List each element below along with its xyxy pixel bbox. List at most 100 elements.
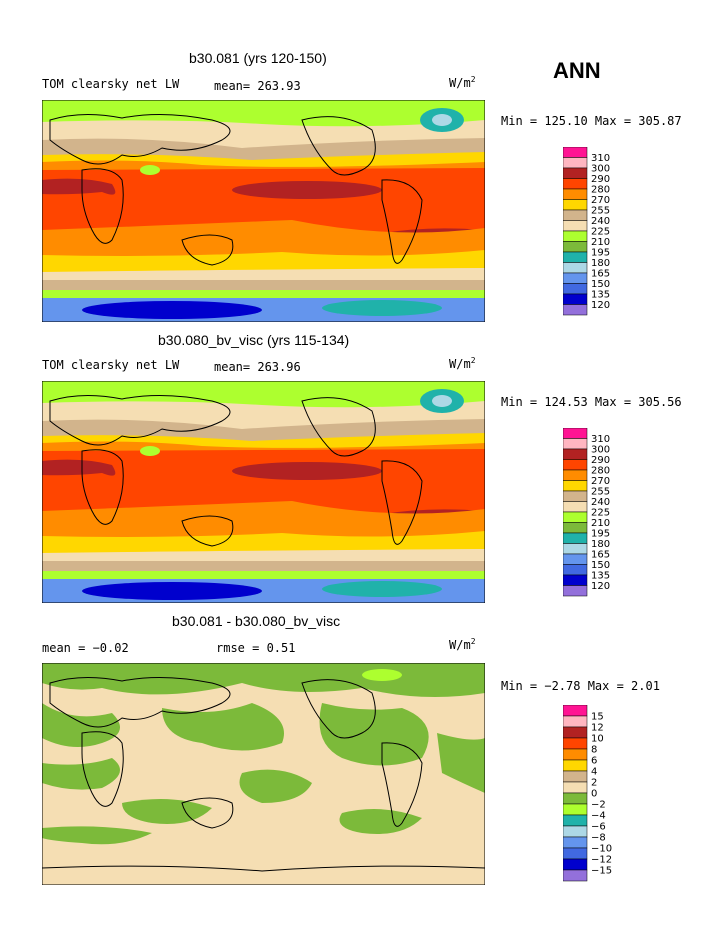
colorbar-swatch	[562, 704, 588, 717]
colorbar-tick-label: −12	[591, 855, 612, 866]
colorbar-tick-label: 180	[591, 258, 610, 269]
colorbar-swatch	[562, 251, 588, 263]
panel-2-mean-label: mean= 263.96	[214, 360, 301, 374]
colorbar-swatch	[562, 814, 588, 827]
panel-3-map	[42, 663, 485, 885]
colorbar-tick-label: 225	[591, 227, 610, 238]
colorbar-swatch	[562, 146, 588, 158]
panel-3-mean-label: mean = −0.02	[42, 641, 129, 655]
colorbar-swatch	[562, 304, 588, 316]
panel-1-colorbar: 310 300 290 280 270 255 240 225 210 195 180 165 150 1…	[562, 146, 633, 324]
colorbar-swatch	[562, 564, 588, 576]
colorbar-swatch	[562, 272, 588, 284]
colorbar-swatch	[562, 167, 588, 179]
panel-1-minmax: Min = 125.10 Max = 305.87	[501, 114, 682, 128]
colorbar-tick-label: 10	[591, 734, 604, 745]
panel-2-minmax: Min = 124.53 Max = 305.56	[501, 395, 682, 409]
colorbar-tick-label: 270	[591, 195, 610, 206]
colorbar-swatch	[562, 469, 588, 481]
colorbar-tick-label: −15	[591, 866, 612, 877]
colorbar-tick-label: 180	[591, 539, 610, 550]
colorbar-tick-label: 135	[591, 290, 610, 301]
colorbar-tick-label: 210	[591, 518, 610, 529]
colorbar-swatch	[562, 759, 588, 772]
colorbar-tick-label: 300	[591, 164, 610, 175]
colorbar-swatch	[562, 858, 588, 871]
colorbar-tick-label: 0	[591, 789, 597, 800]
colorbar-tick-label: 255	[591, 487, 610, 498]
colorbar-tick-label: 15	[591, 712, 604, 723]
colorbar-swatch	[562, 283, 588, 295]
colorbar-tick-label: −4	[591, 811, 606, 822]
colorbar-swatch	[562, 532, 588, 544]
colorbar-tick-label: 270	[591, 476, 610, 487]
colorbar-swatch	[562, 448, 588, 460]
colorbar-swatch	[562, 715, 588, 728]
colorbar-swatch	[562, 188, 588, 200]
colorbar-tick-label: 120	[591, 581, 610, 592]
colorbar-tick-label: 195	[591, 529, 610, 540]
colorbar-tick-label: 8	[591, 745, 597, 756]
colorbar-tick-label: 120	[591, 300, 610, 311]
colorbar-swatch	[562, 241, 588, 253]
colorbar-swatch	[562, 511, 588, 523]
colorbar-swatch	[562, 230, 588, 242]
panel-1-left-label: TOM clearsky net LW	[42, 77, 180, 91]
panel-2-units: W/m2	[449, 356, 476, 371]
colorbar-tick-label: 210	[591, 237, 610, 248]
colorbar-tick-label: 225	[591, 508, 610, 519]
colorbar-swatch	[562, 781, 588, 794]
colorbar-swatch	[562, 748, 588, 761]
colorbar-swatch	[562, 543, 588, 555]
colorbar-tick-label: 6	[591, 756, 597, 767]
colorbar-tick-label: 280	[591, 466, 610, 477]
colorbar-swatch	[562, 726, 588, 739]
colorbar-tick-label: 280	[591, 185, 610, 196]
colorbar-swatch	[562, 293, 588, 305]
colorbar-swatch	[562, 792, 588, 805]
colorbar-tick-label: 150	[591, 279, 610, 290]
colorbar-swatch	[562, 459, 588, 471]
colorbar-tick-label: 290	[591, 174, 610, 185]
colorbar-swatch	[562, 553, 588, 565]
colorbar-swatch	[562, 574, 588, 586]
colorbar-swatch	[562, 427, 588, 439]
colorbar-swatch	[562, 480, 588, 492]
colorbar-tick-label: 290	[591, 455, 610, 466]
colorbar-tick-label: −6	[591, 822, 606, 833]
panel-3-title: b30.081 - b30.080_bv_visc	[172, 613, 341, 629]
colorbar-swatch	[562, 737, 588, 750]
colorbar-tick-label: 240	[591, 497, 610, 508]
colorbar-swatch	[562, 220, 588, 232]
colorbar-swatch	[562, 262, 588, 274]
colorbar-tick-label: −10	[591, 844, 612, 855]
panel-1-title: b30.081 (yrs 120-150)	[189, 50, 327, 66]
colorbar-tick-label: 240	[591, 216, 610, 227]
colorbar-tick-label: −8	[591, 833, 606, 844]
colorbar-tick-label: 135	[591, 571, 610, 582]
season-label: ANN	[553, 58, 601, 83]
panel-2-colorbar-svg: 3103002902802702552402252101951801651501…	[562, 427, 610, 597]
colorbar-tick-label: 195	[591, 248, 610, 259]
colorbar-tick-label: 165	[591, 550, 610, 561]
panel-2-map	[42, 381, 485, 603]
panel-1-mean-label: mean= 263.93	[214, 79, 301, 93]
colorbar-swatch	[562, 501, 588, 513]
colorbar-swatch	[562, 770, 588, 783]
colorbar-tick-label: 4	[591, 767, 597, 778]
colorbar-swatch	[562, 847, 588, 860]
colorbar-tick-label: 255	[591, 206, 610, 217]
colorbar-tick-label: 300	[591, 445, 610, 456]
colorbar-swatch	[562, 199, 588, 211]
colorbar-tick-label: 165	[591, 269, 610, 280]
colorbar-swatch	[562, 157, 588, 169]
colorbar-swatch	[562, 490, 588, 502]
colorbar-swatch	[562, 585, 588, 597]
colorbar-swatch	[562, 825, 588, 838]
panel-2-left-label: TOM clearsky net LW	[42, 358, 180, 372]
colorbar-tick-label: 310	[591, 153, 610, 164]
panel-1-colorbar-svg: 3103002902802702552402252101951801651501…	[562, 146, 610, 316]
colorbar-swatch	[562, 803, 588, 816]
panel-2-title: b30.080_bv_visc (yrs 115-134)	[158, 332, 350, 348]
